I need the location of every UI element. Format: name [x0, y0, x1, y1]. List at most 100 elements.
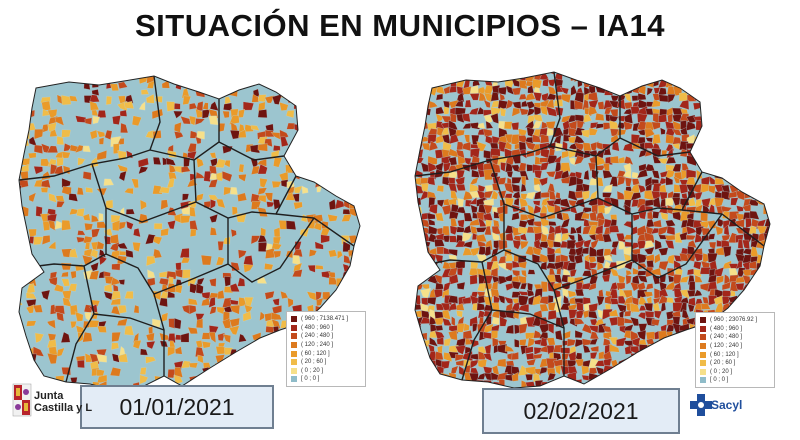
municipality-patch — [462, 72, 472, 75]
municipality-patch — [435, 113, 444, 123]
municipality-patch — [110, 298, 121, 306]
municipality-patch — [307, 264, 316, 273]
municipality-patch — [644, 231, 655, 244]
municipality-patch — [421, 142, 431, 151]
municipality-patch — [168, 318, 176, 329]
municipality-patch — [696, 169, 703, 180]
municipality-patch — [560, 232, 571, 242]
legend-item: ( 0 ; 20 ] — [700, 368, 770, 377]
municipality-patch — [457, 267, 463, 276]
municipality-patch — [787, 171, 793, 180]
legend-item: ( 0 ; 20 ] — [291, 367, 361, 376]
municipality-patch — [428, 79, 438, 87]
municipality-patch — [91, 228, 101, 238]
municipality-patch — [598, 77, 605, 90]
municipality-patch — [415, 331, 422, 340]
municipality-patch — [173, 166, 184, 174]
municipality-patch — [341, 396, 349, 398]
municipality-patch — [173, 110, 183, 119]
municipality-patch — [722, 246, 732, 258]
municipality-patch — [777, 317, 787, 326]
municipality-patch — [615, 72, 627, 81]
municipality-patch — [117, 305, 127, 314]
municipality-patch — [582, 113, 592, 123]
municipality-patch — [328, 129, 337, 140]
municipality-patch — [355, 192, 360, 202]
municipality-patch — [103, 235, 112, 245]
municipality-patch — [201, 332, 211, 340]
municipality-patch — [699, 220, 711, 229]
municipality-patch — [133, 304, 140, 314]
municipality-patch — [19, 362, 24, 370]
municipality-patch — [286, 122, 296, 130]
municipality-patch — [41, 289, 51, 301]
municipality-patch — [349, 388, 359, 390]
municipality-patch — [293, 201, 303, 210]
municipality-patch — [574, 92, 585, 104]
municipality-patch — [568, 157, 577, 166]
municipality-patch — [457, 323, 467, 333]
municipality-patch — [616, 129, 627, 136]
municipality-patch — [785, 73, 793, 81]
municipality-patch — [616, 337, 627, 347]
municipality-patch — [658, 94, 669, 103]
municipality-patch — [69, 208, 79, 215]
municipality-patch — [763, 190, 770, 200]
municipality-patch — [56, 157, 64, 167]
municipality-patch — [758, 274, 767, 285]
municipality-patch — [472, 323, 478, 333]
municipality-patch — [428, 225, 438, 235]
municipality-patch — [264, 76, 275, 77]
municipality-patch — [415, 99, 424, 110]
municipality-patch — [664, 240, 675, 249]
municipality-patch — [784, 201, 793, 208]
municipality-patch — [547, 78, 557, 87]
municipality-patch — [462, 380, 472, 388]
municipality-patch — [602, 183, 613, 193]
municipality-patch — [215, 198, 226, 209]
municipality-patch — [715, 225, 724, 236]
municipality-patch — [96, 187, 108, 196]
municipality-patch — [279, 101, 289, 111]
municipality-patch — [769, 274, 770, 282]
municipality-patch — [415, 373, 423, 383]
municipality-patch — [777, 113, 784, 120]
municipality-patch — [415, 219, 423, 226]
municipality-patch — [138, 101, 146, 111]
municipality-patch — [679, 367, 690, 374]
municipality-patch — [730, 197, 739, 206]
municipality-patch — [96, 240, 105, 250]
municipality-patch — [469, 122, 481, 130]
municipality-patch — [312, 388, 323, 390]
municipality-patch — [60, 271, 69, 278]
municipality-patch — [722, 85, 731, 96]
municipality-patch — [350, 195, 358, 202]
municipality-patch — [708, 164, 716, 172]
municipality-patch — [769, 127, 770, 136]
municipality-patch — [335, 164, 345, 175]
municipality-patch — [665, 365, 675, 374]
municipality-patch — [541, 121, 548, 129]
municipality-patch — [778, 206, 787, 214]
municipality-patch — [757, 87, 766, 95]
municipality-patch — [645, 137, 653, 143]
municipality-patch — [667, 94, 676, 103]
municipality-patch — [337, 108, 343, 119]
municipality-patch — [123, 188, 134, 195]
municipality-patch — [674, 351, 684, 362]
municipality-patch — [229, 130, 240, 140]
municipality-patch — [518, 323, 528, 334]
municipality-patch — [658, 205, 669, 214]
municipality-patch — [456, 226, 465, 233]
municipality-patch — [61, 177, 71, 188]
municipality-patch — [603, 248, 613, 257]
municipality-patch — [377, 354, 384, 361]
municipality-patch — [426, 372, 437, 383]
municipality-patch — [278, 171, 289, 182]
municipality-patch — [26, 76, 36, 84]
municipality-patch — [477, 283, 487, 292]
municipality-patch — [736, 205, 744, 212]
municipality-patch — [222, 170, 233, 182]
municipality-patch — [679, 253, 690, 262]
municipality-patch — [772, 240, 778, 249]
